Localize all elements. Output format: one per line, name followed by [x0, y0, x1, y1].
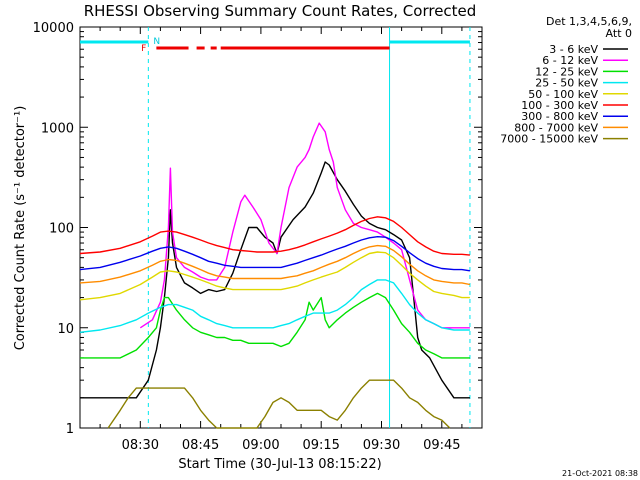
legend-label: 300 - 800 keV	[521, 110, 598, 123]
x-tick-label: 09:30	[363, 438, 400, 453]
series-line-8	[79, 244, 471, 286]
x-tick-label: 08:30	[122, 438, 159, 453]
x-tick-label: 08:45	[182, 438, 219, 453]
legend-header: Det 1,3,4,5,6,9,	[546, 15, 632, 28]
y-axis-label: Corrected Count Rate (s⁻¹ detector⁻¹)	[13, 106, 28, 351]
y-tick-label: 1	[66, 422, 74, 437]
legend-label: 50 - 100 keV	[528, 88, 598, 101]
x-tick-label: 09:00	[242, 438, 279, 453]
night-flag: N	[153, 37, 160, 47]
series-line-7	[79, 235, 471, 272]
legend-label: 6 - 12 keV	[542, 54, 598, 67]
series-line-4	[79, 279, 470, 333]
chart-title: RHESSI Observing Summary Count Rates, Co…	[84, 2, 477, 20]
series-line-5	[79, 251, 470, 301]
series-line-9	[107, 379, 451, 429]
legend-label: 3 - 6 keV	[549, 43, 598, 56]
legend-label: 25 - 50 keV	[535, 77, 598, 90]
y-tick-label: 10000	[33, 21, 74, 36]
observing-flags: FN	[80, 27, 471, 428]
footer-date: 21-Oct-2021 08:38	[562, 469, 638, 478]
legend-label: 12 - 25 keV	[535, 65, 598, 78]
y-tick-label: 1000	[41, 121, 74, 136]
legend-label: 7000 - 15000 keV	[500, 133, 598, 146]
series-layer	[79, 122, 471, 429]
y-tick-label: 100	[49, 222, 74, 237]
flare-flag: F	[141, 44, 146, 54]
series-line-3	[80, 292, 470, 359]
legend-label: 800 - 7000 keV	[514, 121, 598, 134]
y-tick-label: 10	[57, 322, 74, 337]
x-tick-label: 09:15	[302, 438, 339, 453]
x-tick-label: 09:45	[423, 438, 460, 453]
series-line-6	[79, 216, 470, 256]
legend-header: Att 0	[606, 27, 632, 40]
series-line-1	[80, 161, 470, 399]
series-line-2	[139, 122, 470, 329]
legend-label: 100 - 300 keV	[521, 99, 598, 112]
x-axis-ticks: 08:30 08:45 09:00 09:15 09:30 09:45	[79, 27, 483, 453]
x-axis-label: Start Time (30-Jul-13 08:15:22)	[178, 457, 381, 472]
